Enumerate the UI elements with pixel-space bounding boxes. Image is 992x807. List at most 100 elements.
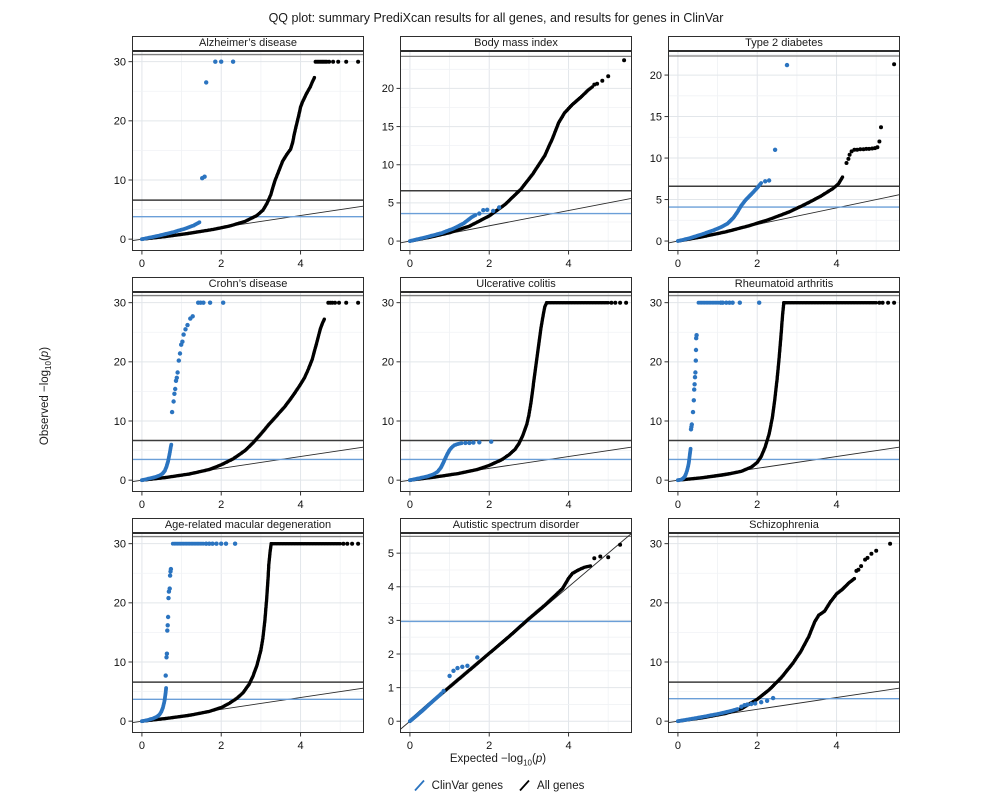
- panel-1: Alzheimer’s disease 0 10 20 30 0 2 4: [96, 36, 364, 277]
- clinvar-series: [676, 62, 790, 243]
- panel-title: Body mass index: [474, 37, 558, 49]
- panel-title: Alzheimer’s disease: [198, 37, 298, 49]
- data-layer: [668, 55, 900, 244]
- svg-text:0: 0: [656, 716, 662, 728]
- panel-plot: 0 5 10 15 20 0 2 4: [650, 51, 900, 270]
- data-layer: [400, 294, 632, 483]
- legend-label-clinvar: ClinVar genes: [431, 779, 504, 792]
- svg-text:20: 20: [382, 83, 394, 95]
- gridlines: [132, 292, 364, 492]
- svg-text:2: 2: [486, 740, 492, 752]
- x-axis-title-text: Expected −log: [449, 753, 524, 765]
- legend-item-clinvar: ClinVar genes: [412, 778, 503, 793]
- svg-text:15: 15: [382, 121, 394, 133]
- svg-text:20: 20: [114, 598, 126, 610]
- clinvar-series: [408, 205, 502, 244]
- svg-text:2: 2: [754, 740, 760, 752]
- legend-item-all-genes: All genes: [517, 778, 584, 793]
- axis-ticks: 0 10 20 30 0 2 4: [114, 297, 304, 511]
- svg-text:0: 0: [407, 499, 413, 511]
- svg-text:10: 10: [650, 416, 662, 428]
- clinvar-series: [140, 541, 238, 724]
- svg-text:10: 10: [650, 153, 662, 165]
- gridlines: [668, 51, 900, 251]
- axis-ticks: 0 10 20 30 0 2 4: [114, 538, 304, 752]
- all-genes-slash-icon: [519, 779, 530, 792]
- svg-text:30: 30: [382, 297, 394, 309]
- panel-strip: Type 2 diabetes: [668, 36, 900, 51]
- all-genes-series: [676, 62, 897, 243]
- svg-text:5: 5: [388, 198, 394, 210]
- x-axis-title: Expected −log10(p): [449, 753, 547, 768]
- svg-text:4: 4: [833, 740, 839, 752]
- svg-text:10: 10: [382, 416, 394, 428]
- svg-text:4: 4: [833, 258, 839, 270]
- svg-text:2: 2: [754, 499, 760, 511]
- svg-text:0: 0: [656, 236, 662, 248]
- svg-text:2: 2: [486, 499, 492, 511]
- svg-text:10: 10: [382, 160, 394, 172]
- svg-text:30: 30: [650, 297, 662, 309]
- clinvar-series: [676, 695, 776, 724]
- data-layer: [668, 294, 900, 483]
- svg-text:0: 0: [139, 258, 145, 270]
- panel-plot: 0 10 20 30 0 2 4: [114, 533, 364, 752]
- panel-strip: Autistic spectrum disorder: [400, 518, 632, 533]
- panel-plot: 0 10 20 30 0 2 4: [114, 51, 364, 270]
- svg-text:0: 0: [388, 716, 394, 728]
- svg-text:0: 0: [656, 475, 662, 487]
- svg-text:0: 0: [139, 740, 145, 752]
- svg-text:10: 10: [650, 657, 662, 669]
- svg-text:20: 20: [114, 357, 126, 369]
- panel-title: Type 2 diabetes: [745, 37, 823, 49]
- svg-text:20: 20: [650, 357, 662, 369]
- svg-text:4: 4: [297, 499, 303, 511]
- svg-text:0: 0: [388, 236, 394, 248]
- panel-strip: Alzheimer’s disease: [132, 36, 364, 51]
- panel-title: Crohn’s disease: [208, 278, 288, 290]
- svg-text:2: 2: [486, 258, 492, 270]
- panel-title: Rheumatoid arthritis: [734, 278, 834, 290]
- svg-text:2: 2: [218, 499, 224, 511]
- svg-text:20: 20: [650, 70, 662, 82]
- svg-text:5: 5: [656, 194, 662, 206]
- svg-text:0: 0: [675, 499, 681, 511]
- data-layer: [668, 535, 900, 724]
- svg-text:0: 0: [120, 475, 126, 487]
- axis-ticks: 0 5 10 15 20 0 2 4: [382, 83, 572, 270]
- axis-ticks: 0 5 10 15 20 0 2 4: [650, 70, 840, 270]
- clinvar-series: [140, 59, 236, 242]
- svg-text:10: 10: [114, 175, 126, 187]
- panel-title: Ulcerative colitis: [476, 278, 556, 290]
- svg-text:2: 2: [754, 258, 760, 270]
- svg-text:0: 0: [120, 716, 126, 728]
- clinvar-series: [408, 439, 494, 483]
- y-axis-title-text: Observed −log: [38, 369, 51, 446]
- svg-text:4: 4: [565, 740, 571, 752]
- panel-plot: 0 10 20 30 0 2 4: [114, 292, 364, 511]
- panel-title: Age-related macular degeneration: [164, 519, 332, 531]
- panel-strip: Crohn’s disease: [132, 277, 364, 292]
- svg-text:30: 30: [114, 56, 126, 68]
- panel-grid: Alzheimer’s disease 0 10 20 30 0 2 4 Body mass i…: [96, 36, 900, 759]
- clinvar-series: [408, 655, 480, 724]
- panel-title: Autistic spectrum disorder: [452, 519, 580, 531]
- panel-9: Schizophrenia 0 10 20 30 0 2 4: [632, 518, 900, 759]
- svg-text:10: 10: [114, 416, 126, 428]
- panel-plot: 0 10 20 30 0 2 4: [650, 533, 900, 752]
- svg-text:30: 30: [114, 297, 126, 309]
- panel-5: Ulcerative colitis 0 10 20 30 0 2 4: [364, 277, 632, 518]
- svg-text:2: 2: [218, 740, 224, 752]
- svg-text:0: 0: [388, 475, 394, 487]
- svg-text:30: 30: [650, 538, 662, 550]
- svg-text:4: 4: [388, 582, 394, 594]
- data-layer: [400, 55, 632, 244]
- gridlines: [400, 51, 632, 251]
- legend-label-all-genes: All genes: [537, 779, 585, 792]
- data-layer: [132, 294, 364, 483]
- panel-8: Autistic spectrum disorder 0 1 2 3 4 5 0 2 4: [364, 518, 632, 759]
- panel-title: Schizophrenia: [749, 519, 819, 531]
- panel-plot: 0 10 20 30 0 2 4: [650, 292, 900, 511]
- svg-text:4: 4: [565, 258, 571, 270]
